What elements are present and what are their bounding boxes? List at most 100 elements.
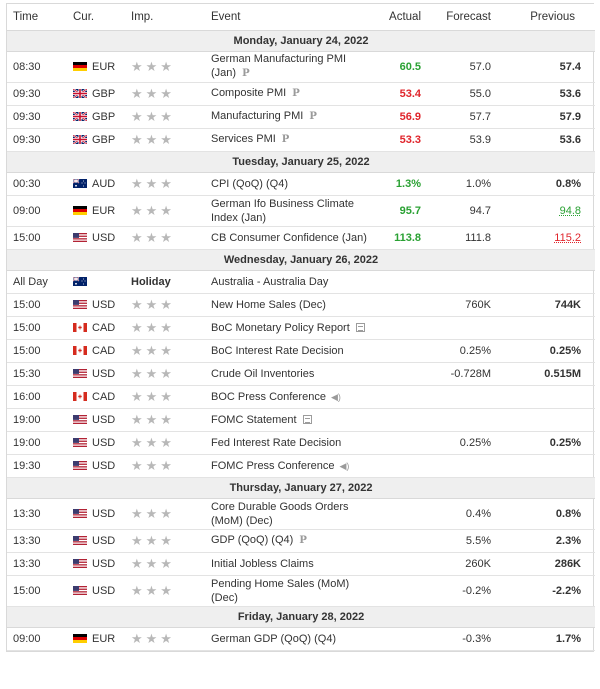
event-name-cell[interactable]: New Home Sales (Dec) xyxy=(207,293,377,317)
event-row[interactable]: All Day Holiday Australia - Australia Day xyxy=(7,270,595,294)
event-name-cell[interactable]: CPI (QoQ) (Q4) xyxy=(207,172,377,196)
event-name-cell[interactable]: Initial Jobless Claims xyxy=(207,552,377,576)
event-row[interactable]: 15:00 USD ★★★ Pending Home Sales (MoM) (Dec… xyxy=(7,575,595,607)
event-name-cell[interactable]: BOC Press Conference ◀) xyxy=(207,385,377,409)
actual-value xyxy=(377,362,427,386)
event-name[interactable]: BoC Monetary Policy Report xyxy=(211,321,350,334)
event-name[interactable]: Core Durable Goods Orders (MoM) (Dec) xyxy=(211,500,349,527)
preliminary-icon[interactable]: P xyxy=(309,111,317,122)
event-name-cell[interactable]: Australia - Australia Day xyxy=(207,270,377,294)
preliminary-icon[interactable]: P xyxy=(242,68,250,79)
event-name[interactable]: FOMC Statement xyxy=(211,413,297,426)
header-previous[interactable]: Previous xyxy=(497,4,595,31)
header-event[interactable]: Event xyxy=(207,4,377,31)
event-name-cell[interactable]: German Ifo Business Climate Index (Jan) xyxy=(207,195,377,227)
event-row[interactable]: 15:00 USD ★★★ New Home Sales (Dec) 760K 744K xyxy=(7,293,595,317)
event-name-cell[interactable]: Composite PMI P xyxy=(207,82,377,106)
event-time: 09:00 xyxy=(7,627,69,651)
forecast-value xyxy=(427,270,497,294)
event-name-cell[interactable]: FOMC Press Conference ◀) xyxy=(207,454,377,478)
event-name[interactable]: German GDP (QoQ) (Q4) xyxy=(211,632,337,645)
event-row[interactable]: 09:00 EUR ★★★ German GDP (QoQ) (Q4) -0.3% 1.7… xyxy=(7,627,595,651)
event-name[interactable]: Pending Home Sales (MoM) (Dec) xyxy=(211,577,350,604)
event-name-cell[interactable]: BoC Monetary Policy Report xyxy=(207,316,377,340)
event-name[interactable]: BOC Press Conference xyxy=(211,390,326,403)
event-row[interactable]: 09:00 EUR ★★★ German Ifo Business Climate I… xyxy=(7,195,595,227)
event-row[interactable]: 15:00 CAD ★★★ BoC Interest Rate Decision 0.2… xyxy=(7,339,595,363)
event-time: 15:30 xyxy=(7,362,69,386)
event-name[interactable]: FOMC Press Conference xyxy=(211,459,335,472)
event-name[interactable]: Services PMI xyxy=(211,133,276,145)
currency: USD xyxy=(69,293,127,317)
event-name[interactable]: German Ifo Business Climate Index (Jan) xyxy=(211,197,355,224)
importance: ★★★ xyxy=(127,627,207,651)
event-name[interactable]: GDP (QoQ) (Q4) xyxy=(211,534,294,546)
header-forecast[interactable]: Forecast xyxy=(427,4,497,31)
forecast-value: 57.0 xyxy=(427,51,497,83)
preliminary-icon[interactable]: P xyxy=(292,88,300,99)
event-name-cell[interactable]: German Manufacturing PMI (Jan) P xyxy=(207,51,377,83)
event-name[interactable]: Manufacturing PMI xyxy=(211,110,304,122)
event-row[interactable]: 09:30 GBP ★★★ Manufacturing PMI P 56.9 57.7 57.… xyxy=(7,105,595,129)
event-row[interactable]: 16:00 CAD ★★★ BOC Press Conference ◀) xyxy=(7,385,595,409)
event-name-cell[interactable]: German GDP (QoQ) (Q4) xyxy=(207,627,377,651)
event-row[interactable]: 13:30 USD ★★★ GDP (QoQ) (Q4) P 5.5% 2.3% xyxy=(7,529,595,553)
event-name[interactable]: Composite PMI xyxy=(211,87,287,99)
event-name-cell[interactable]: Fed Interest Rate Decision xyxy=(207,431,377,455)
header-time[interactable]: Time xyxy=(7,4,69,31)
event-name-cell[interactable]: Crude Oil Inventories xyxy=(207,362,377,386)
australia-flag-icon xyxy=(73,178,92,190)
header-actual[interactable]: Actual xyxy=(377,4,427,31)
uk-flag-icon xyxy=(73,134,92,146)
event-row[interactable]: 15:30 USD ★★★ Crude Oil Inventories -0.728M 0… xyxy=(7,362,595,386)
previous-value: 53.6 xyxy=(497,82,595,106)
event-row[interactable]: 15:00 CAD ★★★ BoC Monetary Policy Report xyxy=(7,316,595,340)
calendar-table: Time Cur. Imp. Event Actual Forecast Pre… xyxy=(7,4,595,651)
forecast-value: 1.0% xyxy=(427,172,497,196)
event-row[interactable]: 19:00 USD ★★★ Fed Interest Rate Decision 0.2… xyxy=(7,431,595,455)
header-currency[interactable]: Cur. xyxy=(69,4,127,31)
report-icon[interactable] xyxy=(355,322,365,332)
forecast-value: 53.9 xyxy=(427,128,497,152)
event-row[interactable]: 19:30 USD ★★★ FOMC Press Conference ◀) xyxy=(7,454,595,478)
date-label: Friday, January 28, 2022 xyxy=(7,606,595,628)
event-row[interactable]: 19:00 USD ★★★ FOMC Statement xyxy=(7,408,595,432)
importance: ★★★ xyxy=(127,362,207,386)
event-name[interactable]: German Manufacturing PMI (Jan) xyxy=(211,53,347,79)
report-icon[interactable] xyxy=(302,414,312,424)
event-name-cell[interactable]: BoC Interest Rate Decision xyxy=(207,339,377,363)
event-name[interactable]: New Home Sales (Dec) xyxy=(211,298,326,311)
speech-icon[interactable]: ◀) xyxy=(330,391,341,402)
event-row[interactable]: 13:30 USD ★★★ Initial Jobless Claims 260K 286… xyxy=(7,552,595,576)
event-name-cell[interactable]: Manufacturing PMI P xyxy=(207,105,377,129)
header-importance[interactable]: Imp. xyxy=(127,4,207,31)
event-name-cell[interactable]: Core Durable Goods Orders (MoM) (Dec) xyxy=(207,498,377,530)
preliminary-icon[interactable]: P xyxy=(281,134,290,145)
event-name[interactable]: Australia - Australia Day xyxy=(211,275,329,288)
event-name-cell[interactable]: GDP (QoQ) (Q4) P xyxy=(207,529,377,553)
event-name[interactable]: CPI (QoQ) (Q4) xyxy=(211,177,289,190)
forecast-value: -0.728M xyxy=(427,362,497,386)
event-name[interactable]: Fed Interest Rate Decision xyxy=(211,436,342,449)
event-name[interactable]: Initial Jobless Claims xyxy=(211,557,314,570)
event-name[interactable]: CB Consumer Confidence (Jan) xyxy=(211,231,367,244)
event-time: 13:30 xyxy=(7,529,69,553)
preliminary-icon[interactable]: P xyxy=(299,535,307,546)
importance: ★★★ xyxy=(127,575,207,607)
speech-icon[interactable]: ◀) xyxy=(339,460,350,471)
event-name-cell[interactable]: FOMC Statement xyxy=(207,408,377,432)
event-row[interactable]: 15:00 USD ★★★ CB Consumer Confidence (Jan) 1… xyxy=(7,226,595,250)
importance: ★★★ xyxy=(127,454,207,478)
event-name[interactable]: BoC Interest Rate Decision xyxy=(211,344,344,357)
event-row[interactable]: 00:30 AUD ★★★ CPI (QoQ) (Q4) 1.3% 1.0% 0.8% xyxy=(7,172,595,196)
event-row[interactable]: 13:30 USD ★★★ Core Durable Goods Orders (Mo… xyxy=(7,498,595,530)
event-row[interactable]: 09:30 GBP ★★★ Composite PMI P 53.4 55.0 53.6 xyxy=(7,82,595,106)
event-name[interactable]: Crude Oil Inventories xyxy=(211,367,315,380)
importance-stars-icon: ★★★ xyxy=(131,58,175,74)
event-name-cell[interactable]: Pending Home Sales (MoM) (Dec) xyxy=(207,575,377,607)
event-name-cell[interactable]: Services PMI P xyxy=(207,128,377,152)
event-row[interactable]: 08:30 EUR ★★★ German Manufacturing PMI (Jan… xyxy=(7,51,595,83)
event-row[interactable]: 09:30 GBP ★★★ Services PMI P 53.3 53.9 53.6 xyxy=(7,128,595,152)
event-name-cell[interactable]: CB Consumer Confidence (Jan) xyxy=(207,226,377,250)
previous-value: 53.6 xyxy=(497,128,595,152)
